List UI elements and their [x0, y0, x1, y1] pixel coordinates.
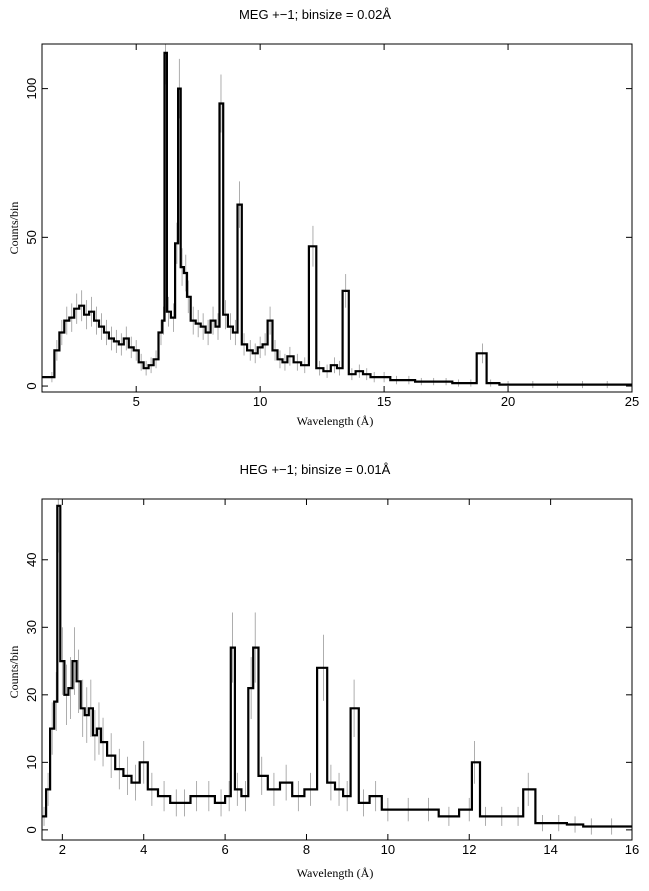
meg-x-tick-label: 10: [253, 394, 267, 409]
heg-x-tick-label: 10: [381, 842, 395, 857]
heg-spectrum-panel: HEG +−1; binsize = 0.01Å 2 4 6 8 10 12 14 16 0 10…: [7, 462, 639, 880]
meg-chart-title: MEG +−1; binsize = 0.02Å: [239, 7, 391, 22]
meg-spectrum-panel: MEG +−1; binsize = 0.02Å 5 10 15 20 25 0 50 100…: [7, 7, 639, 428]
meg-x-axis-label: Wavelength (Å): [297, 414, 374, 428]
meg-y-tick-label: 50: [24, 230, 39, 244]
meg-y-axis-label: Counts/bin: [7, 202, 21, 255]
heg-y-tick-label: 40: [24, 553, 39, 567]
heg-x-tick-label: 16: [625, 842, 639, 857]
heg-y-tick-label: 0: [24, 826, 39, 833]
heg-x-tick-label: 14: [543, 842, 557, 857]
heg-y-axis-label: Counts/bin: [7, 646, 21, 699]
heg-plot-frame: [41, 498, 633, 841]
heg-x-tick-label: 4: [140, 842, 147, 857]
meg-x-tick-label: 5: [133, 394, 140, 409]
heg-chart-title: HEG +−1; binsize = 0.01Å: [240, 462, 391, 477]
meg-x-tick-label: 15: [377, 394, 391, 409]
heg-x-axis-label: Wavelength (Å): [297, 866, 374, 880]
meg-x-tick-label: 20: [501, 394, 515, 409]
heg-y-tick-label: 20: [24, 688, 39, 702]
heg-x-tick-label: 6: [221, 842, 228, 857]
heg-y-tick-label: 30: [24, 620, 39, 634]
heg-x-tick-label: 8: [303, 842, 310, 857]
meg-plot-frame: [41, 43, 633, 393]
heg-y-tick-label: 10: [24, 755, 39, 769]
heg-spectrum-series: [42, 504, 632, 828]
meg-y-tick-label: 100: [24, 78, 39, 100]
meg-y-tick-label: 0: [24, 382, 39, 389]
meg-spectrum-series: [42, 51, 632, 386]
heg-x-tick-label: 12: [462, 842, 476, 857]
heg-x-tick-label: 2: [59, 842, 66, 857]
meg-x-tick-label: 25: [625, 394, 639, 409]
